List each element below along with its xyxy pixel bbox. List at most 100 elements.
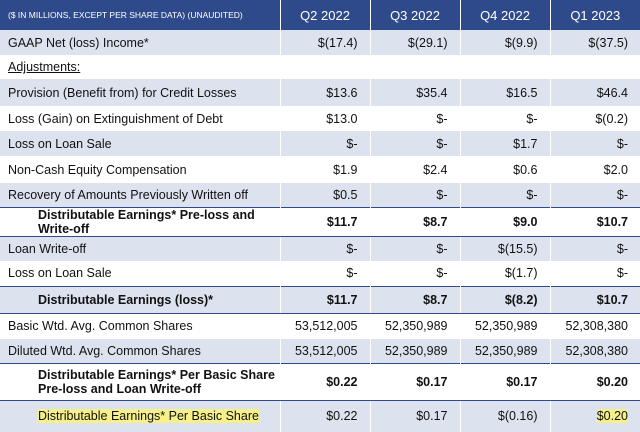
column-header: Q2 2022 — [279, 0, 370, 30]
cell-value: $8.7 — [423, 214, 448, 229]
cell-value: 53,512,005 — [294, 343, 358, 358]
value-cell: $11.7 — [279, 206, 370, 237]
cell-value: $- — [616, 187, 628, 202]
value-cell: $35.4 — [369, 79, 460, 106]
cell-value: $46.4 — [596, 85, 628, 100]
label-cell: Loss on Loan Sale — [0, 261, 280, 286]
value-cell: $- — [549, 236, 640, 261]
value-cell: $- — [279, 261, 370, 286]
cell-value: $1.9 — [333, 162, 358, 177]
value-cell — [369, 55, 460, 79]
table-row: Distributable Earnings* Per Basic Share $… — [0, 400, 640, 432]
cell-value: $(29.1) — [407, 35, 448, 50]
value-cell: $0.22 — [279, 400, 370, 432]
value-cell: $9.0 — [459, 206, 550, 237]
value-cell: 52,350,989 — [369, 339, 460, 363]
cell-value: 52,350,989 — [474, 343, 538, 358]
table-row: Distributable Earnings (loss)* $11.7 $8.7 $… — [0, 285, 640, 314]
cell-value: $(9.9) — [504, 35, 538, 50]
value-cell: $1.7 — [459, 131, 550, 156]
row-label: Provision (Benefit from) for Credit Loss… — [8, 85, 237, 100]
cell-value: 52,308,380 — [565, 343, 628, 358]
value-cell: $0.17 — [369, 400, 460, 432]
cell-value: $0.17 — [416, 374, 448, 389]
table-row: Basic Wtd. Avg. Common Shares 53,512,005 5… — [0, 313, 640, 339]
value-cell: $(29.1) — [369, 30, 460, 55]
value-cell — [459, 55, 550, 79]
value-cell: $(0.2) — [549, 106, 640, 131]
value-cell: $10.7 — [549, 206, 640, 237]
table-row: GAAP Net (loss) Income* $(17.4) $(29.1) $(9… — [0, 30, 640, 55]
table-row: Loss on Loan Sale $- $- $(1.7) $- — [0, 261, 640, 286]
value-cell: 52,350,989 — [459, 339, 550, 363]
cell-value: $0.5 — [333, 187, 358, 202]
cell-value: $(1.7) — [504, 266, 538, 281]
cell-value: $1.7 — [513, 136, 538, 151]
row-label: Basic Wtd. Avg. Common Shares — [8, 319, 193, 334]
label-cell: Distributable Earnings* Per Basic Share … — [0, 362, 280, 401]
row-label: Distributable Earnings (loss)* — [38, 292, 214, 307]
table-row: Non-Cash Equity Compensation $1.9 $2.4 $0.6… — [0, 156, 640, 183]
row-label: Diluted Wtd. Avg. Common Shares — [8, 343, 201, 358]
cell-value: $(17.4) — [317, 35, 358, 50]
label-cell: Adjustments: — [0, 55, 280, 79]
cell-value: $9.0 — [513, 214, 538, 229]
value-cell: $(9.9) — [459, 30, 550, 55]
row-label: Loss on Loan Sale — [8, 266, 112, 281]
cell-value: $- — [616, 266, 628, 281]
cell-value: $- — [436, 187, 448, 202]
value-cell: $8.7 — [369, 285, 460, 314]
value-cell: $(1.7) — [459, 261, 550, 286]
value-cell: $0.6 — [459, 156, 550, 183]
value-cell: $2.0 — [549, 156, 640, 183]
table-body: GAAP Net (loss) Income* $(17.4) $(29.1) $(9… — [0, 30, 640, 432]
value-cell: $- — [459, 183, 550, 207]
cell-value: $0.20 — [596, 374, 628, 389]
cell-value: 53,512,005 — [294, 319, 358, 334]
label-cell: Distributable Earnings* Pre-loss and Wri… — [0, 206, 280, 237]
value-cell: $2.4 — [369, 156, 460, 183]
value-cell: $- — [549, 183, 640, 207]
table-row: Loan Write-off $- $- $(15.5) $- — [0, 236, 640, 261]
label-cell: Non-Cash Equity Compensation — [0, 156, 280, 183]
value-cell: $10.7 — [549, 285, 640, 314]
value-cell: $(8.2) — [459, 285, 550, 314]
cell-value: $0.20 — [596, 409, 628, 424]
label-cell: Diluted Wtd. Avg. Common Shares — [0, 339, 280, 363]
value-cell: $- — [369, 131, 460, 156]
column-header: Q4 2022 — [459, 0, 550, 30]
cell-value: 52,308,380 — [565, 319, 628, 334]
units-header: ($ IN MILLIONS, EXCEPT PER SHARE DATA) (… — [0, 0, 280, 30]
table-row: Recovery of Amounts Previously Written o… — [0, 183, 640, 207]
value-cell: 52,308,380 — [549, 313, 640, 339]
cell-value: 52,350,989 — [474, 319, 538, 334]
table-row: Distributable Earnings* Per Basic Share … — [0, 362, 640, 401]
label-cell: Loan Write-off — [0, 236, 280, 261]
cell-value: $13.6 — [326, 85, 358, 100]
cell-value: $11.7 — [326, 214, 358, 229]
cell-value: $0.22 — [326, 409, 358, 424]
row-label: Non-Cash Equity Compensation — [8, 162, 187, 177]
value-cell: $- — [279, 131, 370, 156]
value-cell: $- — [549, 261, 640, 286]
value-cell: 53,512,005 — [279, 313, 370, 339]
label-cell: Distributable Earnings (loss)* — [0, 285, 280, 314]
value-cell — [279, 55, 370, 79]
cell-value: $- — [436, 136, 448, 151]
value-cell: $13.0 — [279, 106, 370, 131]
table-row: Loss on Loan Sale $- $- $1.7 $- — [0, 131, 640, 156]
value-cell: $1.9 — [279, 156, 370, 183]
value-cell: $11.7 — [279, 285, 370, 314]
value-cell: 52,350,989 — [459, 313, 550, 339]
value-cell: $(17.4) — [279, 30, 370, 55]
row-label: Loss on Loan Sale — [8, 136, 112, 151]
row-label: GAAP Net (loss) Income* — [8, 35, 149, 50]
cell-value: $16.5 — [506, 85, 538, 100]
value-cell: $0.5 — [279, 183, 370, 207]
label-cell: Loss (Gain) on Extinguishment of Debt — [0, 106, 280, 131]
label-cell: Provision (Benefit from) for Credit Loss… — [0, 79, 280, 106]
label-cell: Basic Wtd. Avg. Common Shares — [0, 313, 280, 339]
cell-value: 52,350,989 — [384, 319, 448, 334]
value-cell: $- — [459, 106, 550, 131]
